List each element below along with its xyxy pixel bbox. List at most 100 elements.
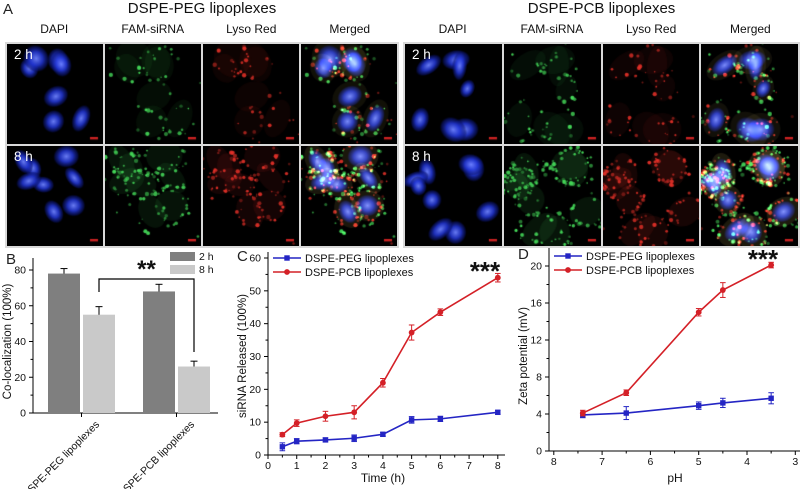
- data-point-circle: [380, 379, 386, 386]
- data-point-square: [408, 417, 415, 423]
- micrograph-dspe-pcb-row1-dapi: [405, 146, 502, 246]
- x-tick-label: 2: [323, 460, 329, 472]
- x-axis-title: pH: [667, 471, 682, 485]
- data-point-square: [294, 438, 300, 444]
- data-point-circle: [437, 309, 444, 316]
- micrograph-dspe-pcb-row1-merged: [701, 146, 798, 246]
- legend-marker-square: [284, 255, 290, 261]
- legend-label: 8 h: [199, 264, 214, 276]
- y-tick-label: 50: [249, 285, 261, 297]
- line-chart-zeta-potential: 8 7 6 5 4 3 0 4 8 12 16 20 DSPE-PEG lipoplexes DSPE-P…: [518, 244, 800, 485]
- y-axis-title: Zeta potential (mV): [518, 307, 530, 405]
- x-axis-title: Time (h): [361, 471, 405, 485]
- micrograph-dspe-peg-row0-fam: [105, 44, 201, 144]
- category-label: DSPE-PEG lipoplexes: [20, 419, 102, 489]
- data-point-square: [380, 431, 386, 438]
- micrograph-dspe-peg-row0-dapi: [7, 44, 103, 144]
- column-header-merged: Merged: [730, 22, 771, 36]
- x-tick-label: 4: [744, 456, 750, 468]
- legend-marker-circle: [565, 267, 571, 273]
- legend-label: DSPE-PCB lipoplexes: [305, 267, 414, 279]
- series-line-circle: [281, 277, 499, 436]
- data-point-circle: [293, 420, 300, 427]
- column-header-dapi: DAPI: [438, 22, 467, 36]
- data-point-circle: [719, 287, 726, 293]
- x-tick-label: 6: [647, 456, 653, 468]
- significance-label: ***: [748, 244, 779, 274]
- legend-label: DSPE-PCB lipoplexes: [586, 265, 695, 277]
- micrograph-dspe-peg-row1-fam: [105, 146, 201, 246]
- data-point-circle: [351, 409, 358, 416]
- time-label: 8 h: [412, 149, 431, 164]
- y-tick-label: 4: [536, 409, 542, 421]
- y-tick-label: 16: [530, 298, 542, 310]
- legend-label: DSPE-PEG lipoplexes: [586, 251, 695, 263]
- data-point-square: [768, 395, 774, 401]
- y-tick-label: 20: [249, 384, 261, 396]
- data-point-square: [495, 409, 501, 416]
- time-label: 2 h: [14, 47, 33, 62]
- column-header-fam-sirna: FAM-siRNA: [121, 22, 185, 36]
- x-tick-label: 5: [696, 456, 702, 468]
- legend-marker-circle: [284, 269, 290, 275]
- micrograph-dspe-peg-row1-dapi: [7, 146, 103, 246]
- y-tick-label: 0: [255, 450, 261, 462]
- y-axis-title: siRNA Released (100%): [237, 294, 249, 418]
- legend-marker-square: [565, 253, 571, 259]
- data-point-circle: [623, 389, 630, 396]
- y-tick-label: 80: [14, 265, 26, 277]
- x-tick-label: 0: [265, 460, 271, 472]
- column-header-dapi: DAPI: [40, 22, 69, 36]
- micrograph-dspe-pcb-row0-merged: [701, 44, 798, 144]
- time-label: 8 h: [14, 149, 33, 164]
- y-tick-label: 10: [249, 417, 261, 429]
- data-point-square: [322, 437, 329, 443]
- column-header-lyso-red: Lyso Red: [226, 22, 277, 36]
- bar-8h-peg: [83, 314, 115, 413]
- time-label: 2 h: [412, 47, 431, 62]
- x-tick-label: 5: [409, 460, 415, 472]
- micrograph-dspe-peg-row0-merged: [301, 44, 397, 144]
- y-tick-label: 60: [14, 300, 26, 312]
- category-label: DSPE-PCB lipoplexes: [116, 419, 198, 489]
- significance-bracket: [98, 278, 195, 352]
- legend-swatch: [170, 252, 195, 261]
- column-header-lyso-red: Lyso Red: [626, 22, 677, 36]
- micrograph-dspe-pcb-row0-lyso: [602, 44, 700, 144]
- y-tick-label: 40: [14, 336, 26, 348]
- y-tick-label: 40: [249, 318, 261, 330]
- micrograph-dspe-pcb-row1-fam: [503, 146, 601, 246]
- bar-8h-pcb: [178, 366, 210, 413]
- significance-label: **: [137, 256, 156, 283]
- series-line-square: [282, 411, 498, 448]
- x-tick-label: 6: [437, 460, 443, 472]
- panel-d-label: D: [518, 246, 529, 263]
- panel-a-group-dspe-peg: DSPE-PEG lipoplexes DAPI FAM-siRNA Lyso Red…: [5, 0, 399, 248]
- significance-label: ***: [470, 256, 501, 286]
- data-point-square: [437, 416, 444, 422]
- legend-label: 2 h: [199, 251, 214, 263]
- column-header-merged: Merged: [329, 22, 371, 36]
- data-point-square: [623, 410, 629, 416]
- x-tick-label: 7: [599, 456, 605, 468]
- y-tick-label: 0: [536, 446, 542, 458]
- data-point-square: [696, 402, 702, 409]
- data-point-square: [279, 444, 286, 450]
- y-tick-label: 20: [14, 372, 26, 384]
- micrograph-dspe-peg-row0-lyso: [203, 44, 299, 144]
- panel-a-group-dspe-pcb: DSPE-PCB lipoplexes DAPI FAM-siRNA Lyso Red…: [403, 0, 800, 248]
- panel-b-label: B: [6, 251, 17, 268]
- bar-2h-peg: [48, 273, 80, 413]
- micrograph-dspe-peg-row1-merged: [301, 146, 397, 246]
- group-title: DSPE-PCB lipoplexes: [527, 0, 676, 17]
- y-tick-label: 20: [530, 261, 542, 273]
- axes: [548, 248, 800, 452]
- column-headers: DAPI FAM-siRNA Lyso Red Merged: [5, 22, 399, 36]
- panel-a-label: A: [3, 1, 14, 18]
- y-tick-label: 12: [530, 335, 542, 347]
- x-tick-label: 1: [294, 460, 300, 472]
- y-tick-label: 0: [20, 408, 26, 420]
- column-header-fam-sirna: FAM-siRNA: [520, 22, 584, 36]
- data-point-circle: [408, 329, 415, 336]
